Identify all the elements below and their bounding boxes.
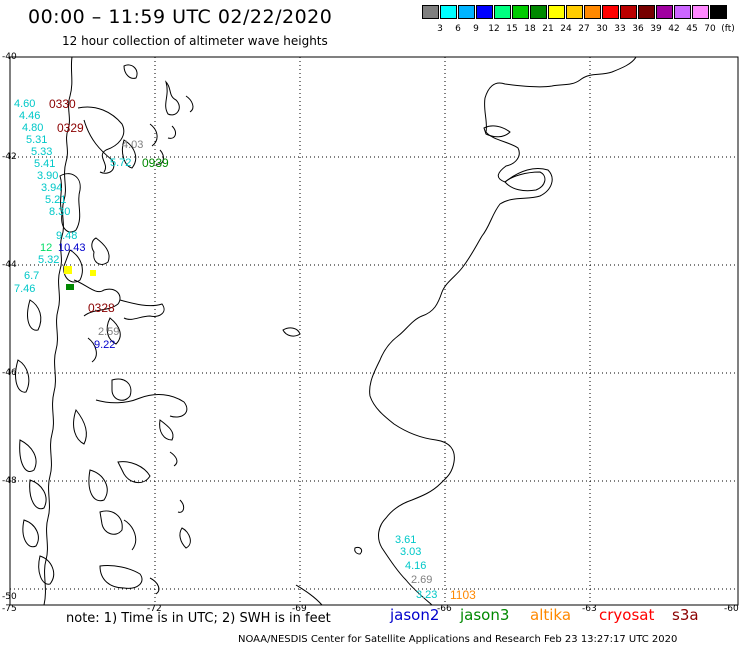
pass-time-label: 1103 (450, 588, 476, 602)
lon-label: -69 (292, 604, 307, 614)
footer-note: note: 1) Time is in UTC; 2) SWH is in fe… (66, 611, 331, 626)
colorbar-swatch (566, 5, 583, 19)
bay-inlet (504, 171, 546, 192)
swh-reading: 5.41 (34, 158, 56, 170)
colorbar-label: 45 (686, 24, 698, 34)
swh-reading: 3.61 (395, 534, 417, 546)
swh-reading: 3.90 (37, 170, 59, 182)
colorbar-label: 9 (473, 24, 479, 34)
swh-reading: 3.23 (416, 589, 438, 601)
colorbar-swatch (602, 5, 619, 19)
colorbar-label: 21 (542, 24, 554, 34)
swh-reading: 5.33 (31, 146, 53, 158)
swh-reading: 9.22 (94, 339, 116, 351)
colorbar-swatch (512, 5, 529, 19)
colorbar-label: 24 (560, 24, 572, 34)
colorbar-label: 30 (596, 24, 608, 34)
swh-reading: 8.30 (49, 206, 71, 218)
colorbar-label: 27 (578, 24, 590, 34)
colorbar-swatch (584, 5, 601, 19)
swh-reading: 5.21 (45, 194, 67, 206)
legend-cryosat: cryosat (599, 606, 655, 624)
swh-reading: 4.46 (19, 110, 41, 122)
tierra-coast (295, 584, 323, 606)
colorbar-label: 15 (506, 24, 518, 34)
swh-reading: 4.80 (22, 122, 44, 134)
swh-reading: 2.69 (411, 574, 433, 586)
colorbar-swatch (458, 5, 475, 19)
credit-line: NOAA/NESDIS Center for Satellite Applica… (238, 634, 678, 645)
lon-label: -66 (437, 604, 452, 614)
colorbar-swatch (692, 5, 709, 19)
colorbar-label: 36 (632, 24, 644, 34)
lat-label: -40 (2, 52, 17, 62)
pass-time-label: 0328 (88, 301, 115, 315)
colorbar-label: 33 (614, 24, 626, 34)
colorbar-unit: (ft) (721, 24, 735, 34)
page-title: 00:00 – 11:59 UTC 02/22/2020 (28, 6, 333, 28)
swh-reading: 10.43 (58, 242, 86, 254)
colorbar-label: 39 (650, 24, 662, 34)
colorbar-label: 12 (488, 24, 500, 34)
swh-reading: 12 (40, 242, 53, 254)
colorbar-label: 3 (437, 24, 443, 34)
swh-reading: 6.7 (24, 270, 40, 282)
swh-marker (64, 266, 72, 274)
swh-reading: 4.60 (14, 98, 36, 110)
lat-label: -50 (2, 592, 17, 602)
chile-coastline (15, 56, 194, 606)
colorbar-swatch (656, 5, 673, 19)
colorbar-swatch (620, 5, 637, 19)
island-small (282, 327, 301, 337)
legend-s3a: s3a (672, 606, 699, 624)
colorbar-label: 70 (704, 24, 716, 34)
lat-label: -44 (2, 260, 17, 270)
lon-label: -75 (2, 604, 17, 614)
legend-jason3: jason3 (460, 606, 510, 624)
pass-time-label: 0330 (49, 97, 76, 111)
lat-label: -46 (2, 368, 17, 378)
colorbar-swatch (710, 5, 727, 19)
lon-label: -60 (724, 604, 739, 614)
colorbar-swatch (440, 5, 457, 19)
colorbar-swatch (638, 5, 655, 19)
swh-reading: 4.16 (405, 560, 427, 572)
lon-label: -72 (147, 604, 162, 614)
swh-marker (90, 270, 96, 276)
swh-reading: 5.72 (110, 157, 132, 169)
page-subtitle: 12 hour collection of altimeter wave hei… (62, 34, 328, 48)
map-frame (9, 56, 739, 606)
legend-jason2: jason2 (390, 606, 440, 624)
swh-reading: 2.59 (98, 326, 120, 338)
colorbar-label: 42 (668, 24, 680, 34)
swh-reading: 7.46 (14, 283, 36, 295)
swh-reading: 5.31 (26, 134, 48, 146)
swh-reading: 5.32 (38, 254, 60, 266)
colorbar-swatch (422, 5, 439, 19)
swh-reading: 4.03 (122, 139, 144, 151)
lat-label: -48 (2, 476, 17, 486)
legend-altika: altika (530, 606, 572, 624)
valdes-peninsula (483, 125, 511, 138)
pass-time-label: 0329 (57, 121, 84, 135)
swh-marker (66, 284, 74, 290)
lat-label: -42 (2, 152, 17, 162)
colorbar-swatch (530, 5, 547, 19)
swh-reading: 3.03 (400, 546, 422, 558)
colorbar-swatch (548, 5, 565, 19)
colorbar-swatch (494, 5, 511, 19)
pass-time-label: 0939 (142, 156, 169, 170)
argentina-coastline (369, 56, 637, 606)
lon-label: -63 (582, 604, 597, 614)
swh-reading: 3.94 (41, 182, 63, 194)
colorbar-swatch (476, 5, 493, 19)
colorbar-swatch (674, 5, 691, 19)
colorbar-label: 6 (455, 24, 461, 34)
island-small (354, 547, 363, 555)
swh-reading: 9.48 (56, 230, 78, 242)
colorbar-label: 18 (524, 24, 536, 34)
